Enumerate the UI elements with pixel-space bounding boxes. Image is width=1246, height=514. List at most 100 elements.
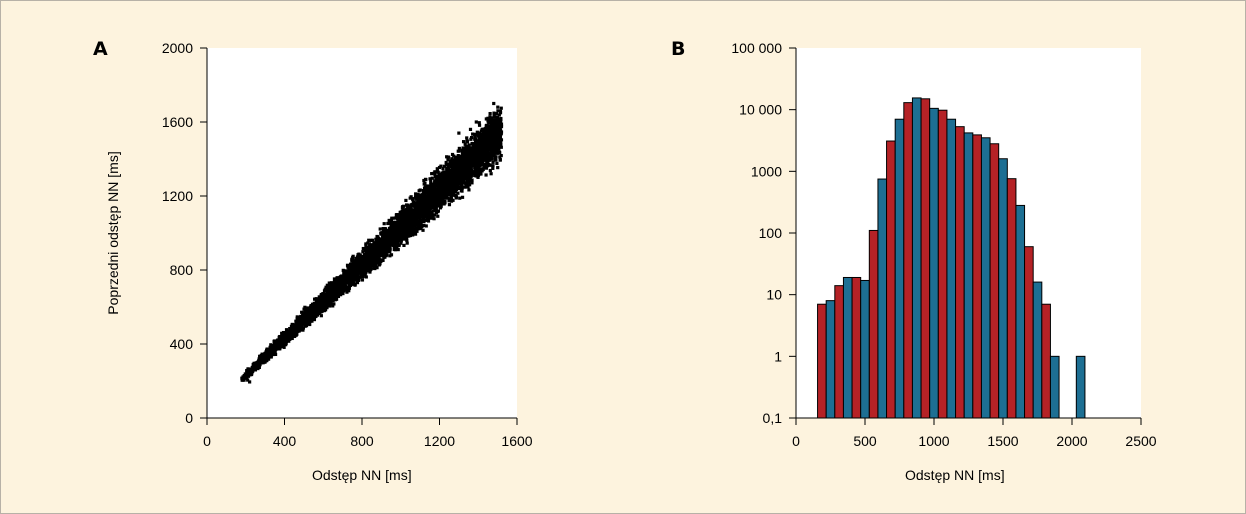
scatter-point [446, 164, 450, 168]
scatter-point [454, 164, 458, 168]
scatter-point [492, 113, 496, 117]
scatter-point [424, 186, 428, 190]
scatter-point [388, 228, 393, 232]
scatter-point [467, 178, 471, 182]
scatter-point [360, 278, 365, 282]
scatter-point [495, 134, 499, 138]
scatter-point [425, 211, 429, 215]
scatter-point [453, 188, 457, 192]
scatter-point [271, 352, 275, 357]
scatter-point [444, 184, 448, 188]
scatter-point [491, 125, 495, 129]
scatter-point [389, 234, 393, 238]
scatter-point [467, 173, 471, 177]
scatter-point [496, 105, 500, 109]
scatter-point [467, 153, 471, 157]
scatter-point [422, 195, 427, 199]
scatter-point [383, 255, 387, 259]
scatter-point [373, 257, 378, 261]
scatter-point [426, 196, 430, 200]
scatter-point [288, 334, 292, 338]
scatter-point [295, 316, 299, 320]
scatter-point [281, 330, 286, 335]
scatter-point [358, 260, 362, 264]
scatter-point [388, 241, 393, 246]
scatter-point [444, 160, 448, 165]
scatter-point [301, 312, 305, 316]
scatter-point [365, 248, 369, 252]
scatter-point [398, 212, 403, 217]
scatter-point [376, 258, 381, 262]
scatter-point [479, 167, 483, 171]
scatter-point [378, 262, 382, 266]
scatter-point [288, 326, 292, 331]
scatter-point [347, 286, 351, 290]
scatter-point [273, 341, 277, 345]
scatter-point [430, 186, 435, 190]
scatter-point [439, 191, 443, 195]
scatter-point [492, 115, 496, 119]
scatter-point [369, 246, 373, 251]
scatter-point [434, 187, 438, 191]
scatter-point [437, 203, 441, 208]
scatter-point [478, 148, 482, 152]
scatter-point [426, 185, 430, 190]
scatter-point [309, 306, 314, 310]
scatter-point [374, 252, 378, 256]
scatter-point [399, 241, 403, 245]
scatter-point [383, 242, 387, 246]
scatter-point [499, 142, 503, 146]
scatter-point [474, 163, 478, 167]
scatter-point [405, 237, 409, 241]
scatter-point [393, 220, 398, 225]
scatter-point [461, 149, 465, 153]
scatter-point [469, 174, 473, 178]
scatter-point [451, 164, 456, 168]
scatter-point [408, 221, 412, 226]
scatter-point [454, 185, 458, 189]
scatter-point [460, 195, 465, 199]
scatter-point [437, 194, 441, 198]
scatter-point [400, 232, 404, 236]
scatter-point [469, 137, 473, 141]
scatter-point [472, 144, 476, 148]
scatter-point [277, 341, 281, 345]
scatter-point [412, 209, 416, 213]
scatter-point [463, 181, 467, 185]
scatter-point [448, 197, 453, 201]
scatter-point [355, 280, 360, 285]
scatter-point [405, 241, 409, 245]
scatter-point [490, 116, 494, 120]
scatter-point [424, 214, 428, 218]
scatter-point [386, 239, 390, 243]
scatter-point [340, 291, 344, 295]
scatter-point [437, 182, 441, 186]
scatter-point [490, 157, 494, 161]
scatter-point [473, 132, 477, 136]
scatter-point [386, 228, 390, 233]
scatter-point [425, 218, 429, 222]
scatter-point [452, 186, 456, 190]
scatter-point [432, 191, 436, 195]
scatter-point [308, 322, 312, 327]
scatter-point [488, 168, 492, 173]
scatter-point [465, 139, 469, 143]
scatter-point [266, 356, 270, 360]
scatter-point [389, 253, 394, 257]
scatter-point [303, 308, 307, 312]
scatter-point [448, 161, 452, 165]
scatter-point [344, 269, 348, 273]
scatter-point [405, 222, 409, 226]
scatter-point [395, 222, 399, 226]
scatter-point [360, 275, 365, 279]
scatter-point [437, 174, 441, 178]
scatter-point [429, 200, 433, 204]
scatter-point [261, 361, 265, 365]
scatter-point [317, 300, 321, 304]
scatter-point [413, 232, 418, 236]
scatter-point [434, 205, 438, 209]
scatter-point [483, 162, 487, 166]
scatter-point [428, 196, 433, 200]
scatter-point [482, 142, 486, 146]
scatter-point [431, 184, 436, 188]
